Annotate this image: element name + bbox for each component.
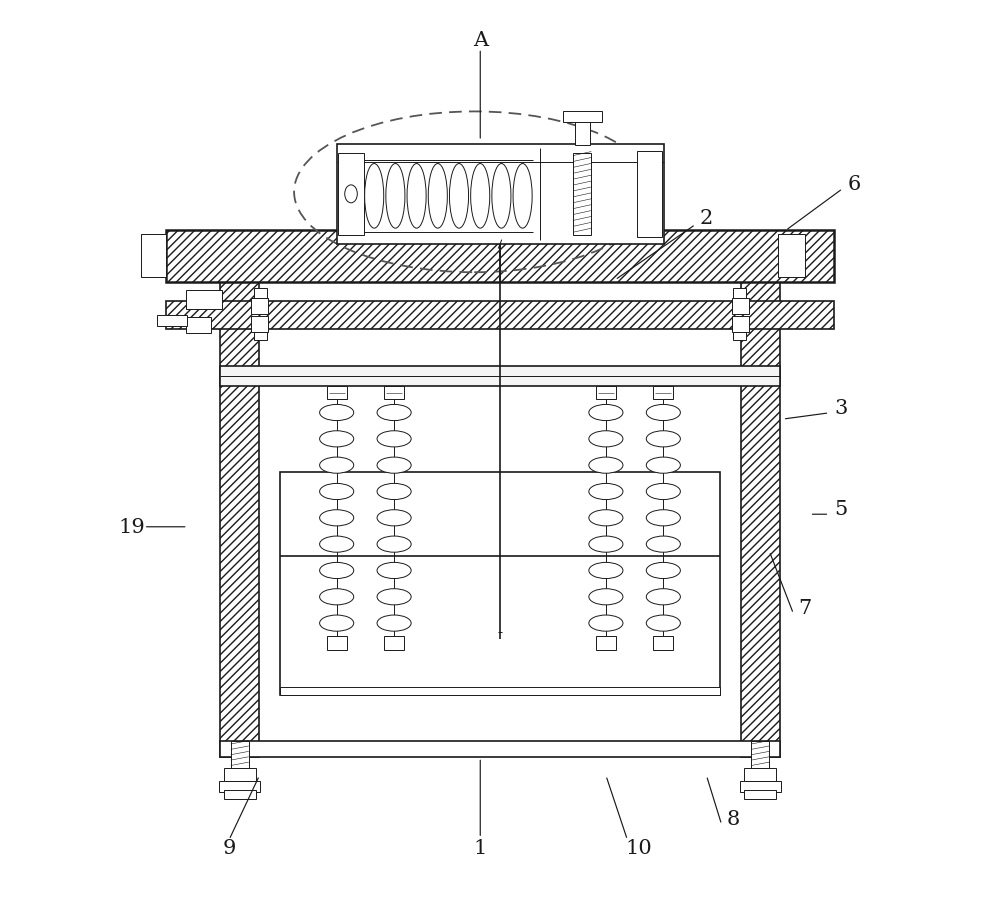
Bar [596,637,616,650]
Ellipse shape [377,589,411,605]
Text: 19: 19 [119,518,145,537]
Ellipse shape [320,537,354,553]
Ellipse shape [646,615,680,631]
Text: 5: 5 [834,500,848,519]
Ellipse shape [320,563,354,579]
Bar [741,249,780,758]
Bar [740,781,781,792]
Bar [166,301,834,330]
Text: 8: 8 [727,809,740,828]
Ellipse shape [589,457,623,474]
Bar [231,741,249,769]
Bar [563,112,602,123]
Ellipse shape [428,164,447,229]
Ellipse shape [407,164,426,229]
Bar [384,386,404,400]
Ellipse shape [320,511,354,526]
Ellipse shape [377,483,411,500]
Bar [141,235,166,278]
Bar [220,367,780,386]
Text: 10: 10 [626,838,652,857]
Bar [744,769,776,781]
Ellipse shape [320,405,354,421]
Ellipse shape [492,164,511,229]
Bar [384,637,404,650]
Bar [157,316,187,327]
Ellipse shape [646,563,680,579]
Bar [251,299,268,315]
Bar [653,637,673,650]
Text: A: A [473,31,488,50]
Ellipse shape [589,537,623,553]
Text: 1: 1 [474,838,487,857]
Ellipse shape [646,457,680,474]
Bar [733,289,746,303]
Bar [224,769,256,781]
Ellipse shape [377,615,411,631]
Ellipse shape [589,431,623,447]
Bar [653,386,673,400]
Ellipse shape [646,511,680,526]
Bar [280,473,720,695]
Ellipse shape [646,537,680,553]
Bar [337,144,664,244]
Bar [186,290,222,310]
Ellipse shape [377,457,411,474]
Bar [732,317,749,333]
Bar [744,790,776,799]
Ellipse shape [449,164,469,229]
Ellipse shape [320,589,354,605]
Ellipse shape [589,563,623,579]
Ellipse shape [377,431,411,447]
Ellipse shape [589,511,623,526]
Bar [778,235,805,278]
Ellipse shape [646,483,680,500]
Bar [732,299,749,315]
Text: 9: 9 [222,838,236,857]
Text: 7: 7 [799,598,812,617]
Bar [575,121,590,146]
Bar [751,741,769,769]
Ellipse shape [646,589,680,605]
Ellipse shape [471,164,490,229]
Ellipse shape [320,483,354,500]
Bar [251,317,268,333]
Ellipse shape [320,615,354,631]
Ellipse shape [365,164,384,229]
Text: 6: 6 [848,174,861,193]
Bar [733,327,746,341]
Ellipse shape [589,405,623,421]
Bar [220,741,780,758]
Bar [280,687,720,695]
Ellipse shape [377,405,411,421]
Ellipse shape [646,405,680,421]
Bar [166,231,834,282]
Ellipse shape [377,563,411,579]
Bar [220,249,259,758]
Text: 3: 3 [834,399,848,418]
Bar [327,386,347,400]
Ellipse shape [377,537,411,553]
Ellipse shape [589,483,623,500]
Ellipse shape [377,511,411,526]
Text: 2: 2 [700,208,713,227]
Bar [327,637,347,650]
Bar [254,327,267,341]
Ellipse shape [386,164,405,229]
Bar [637,152,662,237]
Ellipse shape [589,615,623,631]
Ellipse shape [320,457,354,474]
Bar [338,153,364,235]
Bar [596,386,616,400]
Bar [573,153,591,235]
Ellipse shape [513,164,532,229]
Ellipse shape [589,589,623,605]
Ellipse shape [345,186,357,204]
Bar [224,790,256,799]
Bar [219,781,260,792]
Ellipse shape [646,431,680,447]
Bar [254,289,267,303]
Ellipse shape [320,431,354,447]
Bar [186,318,211,334]
